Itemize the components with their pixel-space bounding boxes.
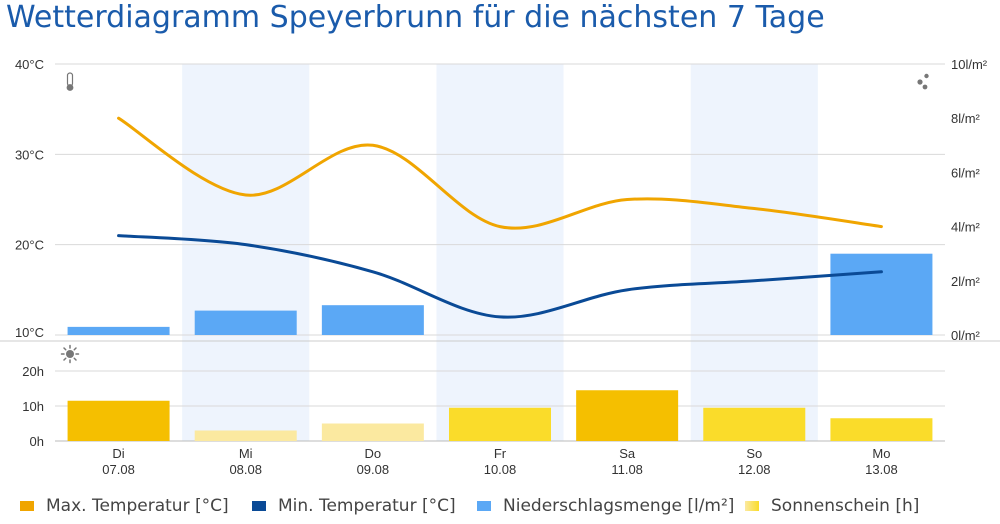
sunshine-bar <box>830 418 932 441</box>
legend-item[interactable]: Niederschlagsmenge [l/m²] <box>477 496 734 516</box>
x-tick-day: Fr <box>494 446 507 461</box>
sunshine-bar <box>195 431 297 442</box>
y-tick-right: 2l/m² <box>951 274 981 289</box>
legend-label: Sonnenschein [h] <box>771 496 919 516</box>
sunshine-bar <box>703 408 805 441</box>
y-tick-right: 8l/m² <box>951 111 981 126</box>
legend-swatch <box>745 501 759 511</box>
y-tick-left: 10°C <box>15 325 44 340</box>
x-tick-date: 07.08 <box>102 462 135 477</box>
rain-bar <box>830 254 932 335</box>
y-tick-left: 30°C <box>15 147 44 162</box>
x-tick-day: So <box>746 446 762 461</box>
thermometer-bulb <box>67 84 74 91</box>
x-tick-date: 08.08 <box>229 462 262 477</box>
y-tick-left: 40°C <box>15 57 44 72</box>
sun-core <box>66 350 74 358</box>
x-tick-date: 12.08 <box>738 462 771 477</box>
raindrop <box>917 79 922 84</box>
day-band <box>436 64 563 441</box>
y-tick-right: 0l/m² <box>951 328 981 343</box>
x-tick-day: Mi <box>239 446 253 461</box>
sunshine-bar <box>576 390 678 441</box>
legend-label: Max. Temperatur [°C] <box>46 496 229 516</box>
x-tick-day: Di <box>112 446 124 461</box>
rain-bar <box>68 327 170 335</box>
legend-item[interactable]: Max. Temperatur [°C] <box>20 496 229 516</box>
sun-ray <box>74 348 76 350</box>
x-tick-day: Do <box>365 446 382 461</box>
sun-ray <box>64 348 66 350</box>
x-tick-date: 10.08 <box>484 462 517 477</box>
legend-label: Niederschlagsmenge [l/m²] <box>503 496 734 516</box>
weather-chart: 40°C 30°C 20°C 10°C 10l/m² 8l/m² 6l/m² 4l/m² 2l/… <box>0 0 1000 524</box>
y-tick-sun: 20h <box>22 364 44 379</box>
sunshine-bar <box>449 408 551 441</box>
day-band <box>691 64 818 441</box>
legend-swatch <box>252 501 266 511</box>
y-tick-left: 20°C <box>15 238 44 253</box>
legend-swatch <box>477 501 491 511</box>
rain-bar <box>322 305 424 335</box>
legend: Max. Temperatur [°C] Min. Temperatur [°C]… <box>20 496 1000 520</box>
y-tick-right: 10l/m² <box>951 57 988 72</box>
y-tick-sun: 0h <box>30 434 44 449</box>
rain-bar <box>195 311 297 335</box>
raindrop <box>924 74 928 78</box>
sun-icon <box>62 346 79 363</box>
x-tick-date: 13.08 <box>865 462 898 477</box>
x-tick-day: Mo <box>872 446 890 461</box>
x-tick-date: 11.08 <box>611 462 643 477</box>
sunshine-bar <box>322 424 424 442</box>
sun-ray <box>64 358 66 360</box>
legend-swatch <box>20 501 34 511</box>
raindrop <box>923 85 928 90</box>
x-tick-date: 09.08 <box>357 462 390 477</box>
thermometer-icon <box>67 73 74 91</box>
sun-ray <box>74 358 76 360</box>
y-tick-right: 6l/m² <box>951 165 981 180</box>
legend-item[interactable]: Sonnenschein [h] <box>745 496 919 516</box>
sunshine-bar <box>68 401 170 441</box>
y-tick-right: 4l/m² <box>951 220 981 235</box>
day-bands <box>182 64 818 441</box>
x-tick-day: Sa <box>619 446 636 461</box>
thermometer-stem <box>68 73 73 86</box>
legend-item[interactable]: Min. Temperatur [°C] <box>252 496 456 516</box>
legend-label: Min. Temperatur [°C] <box>278 496 456 516</box>
y-tick-sun: 10h <box>22 399 44 414</box>
raindrops-icon <box>917 74 928 90</box>
